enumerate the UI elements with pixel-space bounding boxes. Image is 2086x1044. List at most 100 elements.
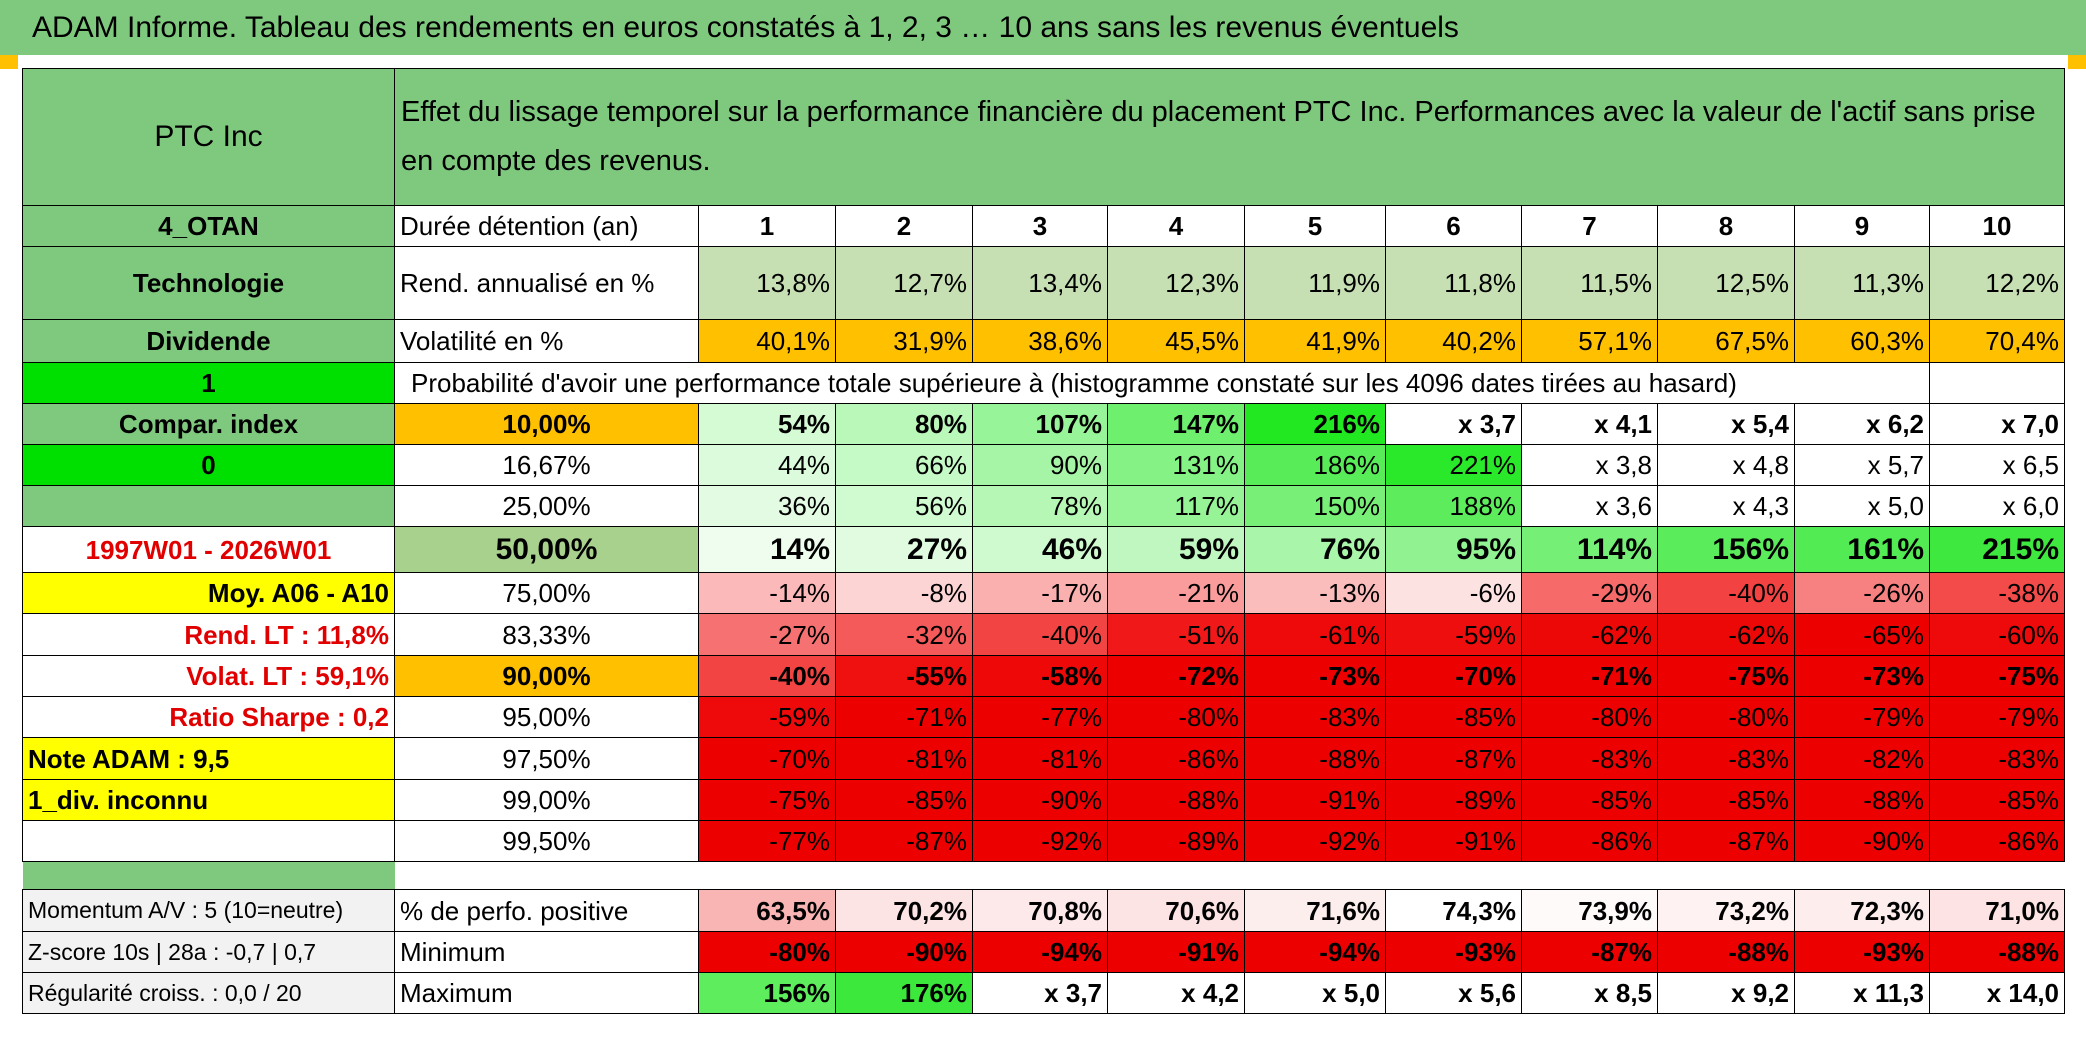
probability-value: -77% [698,820,836,862]
probability-value: -71% [835,696,973,738]
probability-threshold: 83,33% [394,613,699,656]
probability-value: -82% [1794,737,1930,780]
vol-value: 31,9% [835,319,973,363]
probability-value: -79% [1794,696,1930,738]
probability-value: -29% [1521,572,1658,614]
probability-value: -92% [1244,820,1386,862]
rend-lt-cell: Rend. LT : 11,8% [22,613,395,656]
probability-value: -65% [1794,613,1930,656]
probability-value: -72% [1107,655,1245,697]
pos-value: 63,5% [698,889,836,932]
returns-table: PTC Inc Effet du lissage temporel sur la… [22,68,2066,1014]
rend-value: 13,4% [972,246,1108,320]
probability-value: 95% [1385,526,1522,573]
vol-value: 40,2% [1385,319,1522,363]
probability-value: -75% [1657,655,1795,697]
probability-value: x 4,8 [1657,444,1795,486]
max-left-label: Régularité croiss. : 0,0 / 20 [22,972,395,1014]
max-value: x 3,7 [972,972,1108,1014]
probability-value: -14% [698,572,836,614]
page-title: ADAM Informe. Tableau des rendements en … [0,0,2086,55]
spacer-green [22,861,395,890]
duree-label: Durée détention (an) [394,205,699,247]
probability-value: 216% [1244,403,1386,445]
probability-value: -77% [972,696,1108,738]
probability-value: 107% [972,403,1108,445]
vol-value: 38,6% [972,319,1108,363]
probability-value: -85% [1928,779,2066,821]
probability-value: -81% [972,737,1108,780]
vol-value: 70,4% [1928,319,2066,363]
probability-value: 46% [972,526,1108,573]
probability-value: -90% [972,779,1108,821]
proba-label: Probabilité d'avoir une performance tota… [394,362,1930,404]
year-header: 7 [1521,205,1658,247]
vol-value: 41,9% [1244,319,1386,363]
probability-value: -90% [1794,820,1930,862]
probability-value: x 6,5 [1928,444,2066,486]
probability-value: -73% [1244,655,1386,697]
probability-value: x 7,0 [1928,403,2066,445]
period-cell: 1997W01 - 2026W01 [22,526,395,573]
probability-value: -32% [835,613,973,656]
vol-value: 67,5% [1657,319,1795,363]
probability-value: -83% [1928,737,2066,780]
probability-value: -75% [1928,655,2066,697]
probability-value: x 3,7 [1385,403,1522,445]
probability-value: -88% [1794,779,1930,821]
volat-lt-cell: Volat. LT : 59,1% [22,655,395,697]
probability-value: 27% [835,526,973,573]
probability-value: -59% [698,696,836,738]
vol-value: 45,5% [1107,319,1245,363]
probability-value: 80% [835,403,973,445]
pos-value: 70,8% [972,889,1108,932]
probability-value: -40% [1657,572,1795,614]
min-value: -80% [698,931,836,973]
rend-label: Rend. annualisé en % [394,246,699,320]
probability-value: -87% [835,820,973,862]
probability-threshold: 95,00% [394,696,699,738]
probability-value: -70% [698,737,836,780]
probability-value: -79% [1928,696,2066,738]
pos-value: 73,9% [1521,889,1658,932]
probability-threshold: 97,50% [394,737,699,780]
one-cell: 1 [22,362,395,404]
year-header: 1 [698,205,836,247]
probability-value: -27% [698,613,836,656]
max-value: 156% [698,972,836,1014]
code-cell: 4_OTAN [22,205,395,247]
probability-threshold: 16,67% [394,444,699,486]
spacer [395,862,2065,890]
pos-value: 72,3% [1794,889,1930,932]
probability-value: -91% [1244,779,1386,821]
max-value: x 8,5 [1521,972,1658,1014]
probability-value: 14% [698,526,836,573]
probability-value: -89% [1385,779,1522,821]
pos-value: 70,6% [1107,889,1245,932]
probability-value: -83% [1244,696,1386,738]
probability-threshold: 10,00% [394,403,699,445]
probability-value: 215% [1928,526,2066,573]
asset-name: PTC Inc [22,68,395,206]
max-value: 176% [835,972,973,1014]
probability-value: -85% [1657,779,1795,821]
probability-value: -13% [1244,572,1386,614]
vol-value: 40,1% [698,319,836,363]
year-header: 9 [1794,205,1930,247]
probability-value: 36% [698,485,836,527]
min-value: -88% [1657,931,1795,973]
probability-value: -88% [1244,737,1386,780]
probability-value: -86% [1521,820,1658,862]
probability-value: -91% [1385,820,1522,862]
pos-value: 73,2% [1657,889,1795,932]
max-value: x 11,3 [1794,972,1930,1014]
probability-value: -80% [1107,696,1245,738]
probability-value: 131% [1107,444,1245,486]
probability-value: 44% [698,444,836,486]
table-description: Effet du lissage temporel sur la perform… [393,68,2066,206]
probability-threshold: 99,00% [394,779,699,821]
pos-label: % de perfo. positive [394,889,699,932]
probability-value: -73% [1794,655,1930,697]
probability-value: -92% [972,820,1108,862]
probability-value: -87% [1657,820,1795,862]
